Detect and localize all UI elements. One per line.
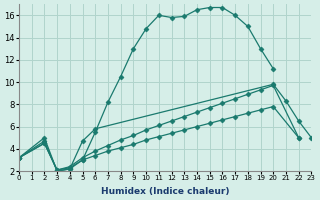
X-axis label: Humidex (Indice chaleur): Humidex (Indice chaleur) — [101, 187, 229, 196]
